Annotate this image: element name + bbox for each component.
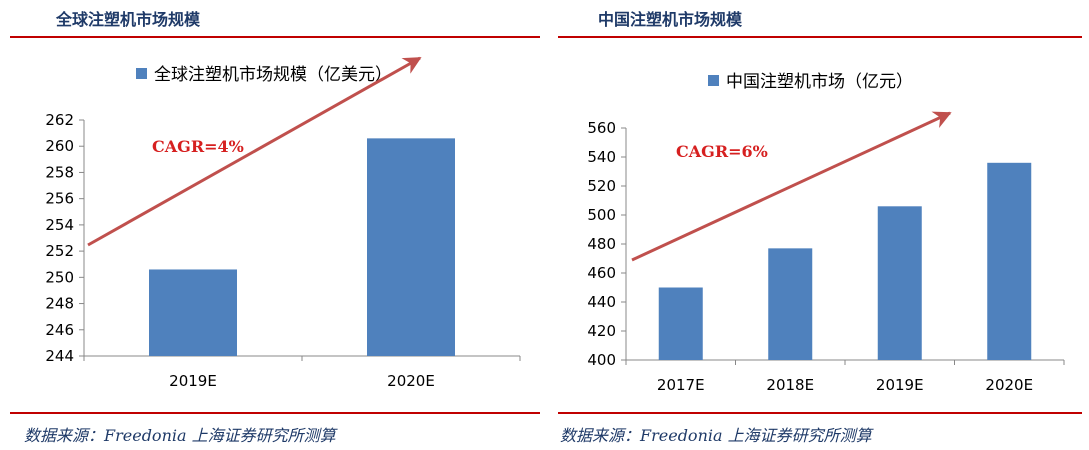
bar-2019E	[149, 269, 237, 356]
right-source-note: 数据来源：Freedonia 上海证券研究所测算	[560, 426, 872, 445]
y-tick-label: 246	[45, 321, 74, 339]
bottom-rule-right	[558, 412, 1082, 414]
cagr-annotation: CAGR=6%	[676, 142, 768, 161]
y-tick-label: 244	[45, 347, 74, 365]
y-tick-label: 400	[587, 351, 616, 369]
x-tick-label: 2017E	[657, 376, 705, 394]
y-tick-label: 440	[587, 293, 616, 311]
legend-label: 中国注塑机市场（亿元）	[726, 72, 913, 92]
y-tick-label: 460	[587, 264, 616, 282]
y-tick-label: 420	[587, 322, 616, 340]
y-tick-label: 252	[45, 242, 74, 260]
chart-1: 400 420 440 460 480 500 520 540 560 2017E 2018E 201…	[587, 72, 1065, 394]
top-rule-right	[558, 36, 1082, 38]
bottom-rule-left	[10, 412, 540, 414]
bar-2017E	[658, 287, 703, 360]
legend-swatch	[136, 68, 147, 79]
left-source-note: 数据来源：Freedonia 上海证券研究所测算	[24, 426, 336, 445]
x-tick-label: 2018E	[766, 376, 814, 394]
y-tick-label: 256	[45, 190, 74, 208]
legend-swatch	[708, 75, 719, 86]
cagr-annotation: CAGR=4%	[152, 137, 244, 156]
left-panel-title: 全球注塑机市场规模	[56, 10, 201, 29]
trend-arrow	[87, 56, 422, 247]
y-tick-label: 258	[45, 163, 74, 181]
x-tick-label: 2019E	[876, 376, 924, 394]
trend-arrow	[631, 111, 952, 262]
y-tick-label: 262	[45, 111, 74, 129]
y-tick-label: 260	[45, 137, 74, 155]
y-tick-label: 500	[587, 206, 616, 224]
y-tick-label: 254	[45, 216, 74, 234]
bar-2018E	[768, 248, 813, 360]
bar-2020E	[367, 138, 455, 356]
y-tick-label: 480	[587, 235, 616, 253]
y-tick-label: 560	[587, 119, 616, 137]
y-tick-label: 540	[587, 148, 616, 166]
y-tick-label: 250	[45, 268, 74, 286]
x-tick-label: 2019E	[169, 372, 217, 390]
bar-2019E	[877, 206, 922, 360]
y-tick-label: 520	[587, 177, 616, 195]
chart-0: 244 246 248 250 252 254 256 258 260 262 2019E 2020E…	[45, 56, 521, 390]
y-tick-label: 248	[45, 295, 74, 313]
x-tick-label: 2020E	[387, 372, 435, 390]
bar-2020E	[987, 162, 1032, 360]
top-rule-left	[10, 36, 540, 38]
right-panel-title: 中国注塑机市场规模	[598, 10, 743, 29]
x-tick-label: 2020E	[985, 376, 1033, 394]
legend-label: 全球注塑机市场规模（亿美元）	[154, 65, 392, 85]
